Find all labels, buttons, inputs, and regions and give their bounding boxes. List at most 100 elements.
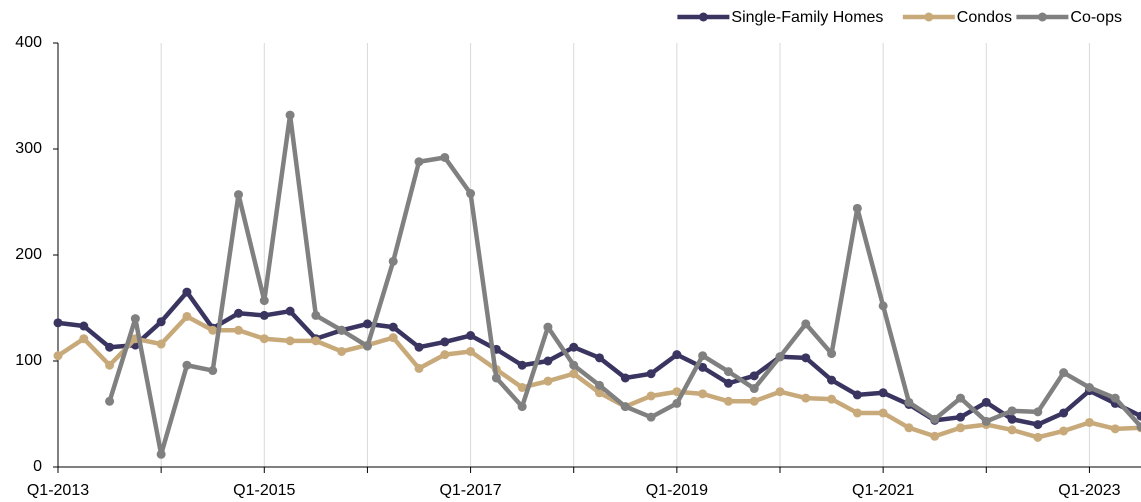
series-marker: [904, 423, 914, 433]
series-marker: [775, 387, 785, 397]
series-marker: [801, 353, 811, 363]
series-marker: [517, 360, 527, 370]
series-marker: [852, 390, 862, 400]
y-tick-label: 400: [15, 34, 42, 51]
series-marker: [466, 189, 476, 199]
legend-marker: [698, 12, 708, 22]
series-marker: [1059, 426, 1069, 436]
series-marker: [440, 152, 450, 162]
series-marker: [79, 334, 89, 344]
series-marker: [259, 310, 269, 320]
series-marker: [414, 157, 424, 167]
series-marker: [878, 301, 888, 311]
series-marker: [775, 352, 785, 362]
x-tick-label: Q1-2019: [646, 482, 708, 499]
x-tick-label: Q1-2023: [1058, 482, 1120, 499]
series-marker: [491, 373, 501, 383]
series-marker: [930, 414, 940, 424]
series-marker: [852, 408, 862, 418]
series-marker: [1033, 420, 1043, 430]
series-marker: [543, 356, 553, 366]
series-marker: [801, 319, 811, 329]
y-tick-label: 300: [15, 140, 42, 157]
x-tick-label: Q1-2015: [233, 482, 295, 499]
series-marker: [362, 341, 372, 351]
series-marker: [956, 412, 965, 422]
series-marker: [440, 350, 450, 360]
series-marker: [698, 362, 708, 372]
series-marker: [337, 346, 347, 356]
series-marker: [1110, 424, 1120, 434]
series-marker: [285, 110, 295, 120]
series-marker: [852, 203, 862, 213]
series-marker: [620, 402, 630, 412]
series-marker: [53, 318, 63, 328]
series-marker: [1110, 393, 1120, 403]
series-marker: [517, 402, 527, 412]
series-marker: [234, 325, 243, 335]
series-marker: [388, 322, 398, 332]
series-marker: [414, 363, 424, 373]
series-marker: [79, 321, 89, 331]
series-marker: [1033, 432, 1043, 442]
series-marker: [285, 336, 295, 346]
series-marker: [259, 296, 269, 306]
series-marker: [569, 369, 579, 379]
series-marker: [466, 346, 476, 356]
series-marker: [466, 331, 476, 341]
series-marker: [182, 360, 192, 370]
series-marker: [646, 369, 656, 379]
legend-label: Co-ops: [1070, 9, 1122, 26]
series-marker: [414, 342, 424, 352]
series-marker: [827, 394, 837, 404]
series-marker: [362, 319, 372, 329]
series-marker: [105, 342, 115, 352]
series-marker: [595, 353, 604, 363]
y-tick-label: 200: [15, 246, 42, 263]
series-marker: [440, 337, 450, 347]
series-marker: [1136, 422, 1141, 432]
series-marker: [1084, 417, 1094, 427]
series-marker: [156, 317, 166, 327]
series-marker: [878, 408, 888, 418]
series-marker: [1007, 414, 1017, 424]
series-marker: [723, 378, 733, 388]
series-marker: [1136, 411, 1141, 421]
series-marker: [234, 308, 243, 318]
x-tick-label: Q1-2013: [27, 482, 89, 499]
series-marker: [595, 388, 604, 398]
series-marker: [595, 380, 604, 390]
series-marker: [672, 387, 682, 397]
series-marker: [956, 393, 965, 403]
series-marker: [285, 306, 295, 316]
series-marker: [981, 416, 991, 426]
series-marker: [105, 396, 115, 406]
series-marker: [749, 371, 759, 381]
series-marker: [388, 333, 398, 343]
series-marker: [1007, 425, 1017, 435]
series-marker: [801, 393, 811, 403]
series-marker: [981, 397, 991, 407]
series-marker: [311, 310, 321, 320]
series-marker: [259, 334, 269, 344]
series-marker: [156, 339, 166, 349]
series-marker: [749, 396, 759, 406]
series-marker: [827, 375, 837, 385]
series-marker: [672, 350, 682, 360]
y-tick-label: 0: [33, 458, 42, 475]
series-marker: [208, 325, 218, 335]
series-marker: [698, 351, 708, 361]
legend-marker: [924, 12, 934, 22]
series-marker: [517, 383, 527, 392]
series-marker: [749, 384, 759, 394]
series-marker: [1059, 368, 1069, 378]
series-marker: [53, 351, 63, 361]
series-marker: [208, 366, 218, 376]
series-marker: [1033, 407, 1043, 417]
series-marker: [827, 349, 837, 359]
series-marker: [337, 325, 347, 335]
series-marker: [646, 412, 656, 422]
series-marker: [672, 398, 682, 408]
series-marker: [723, 367, 733, 377]
